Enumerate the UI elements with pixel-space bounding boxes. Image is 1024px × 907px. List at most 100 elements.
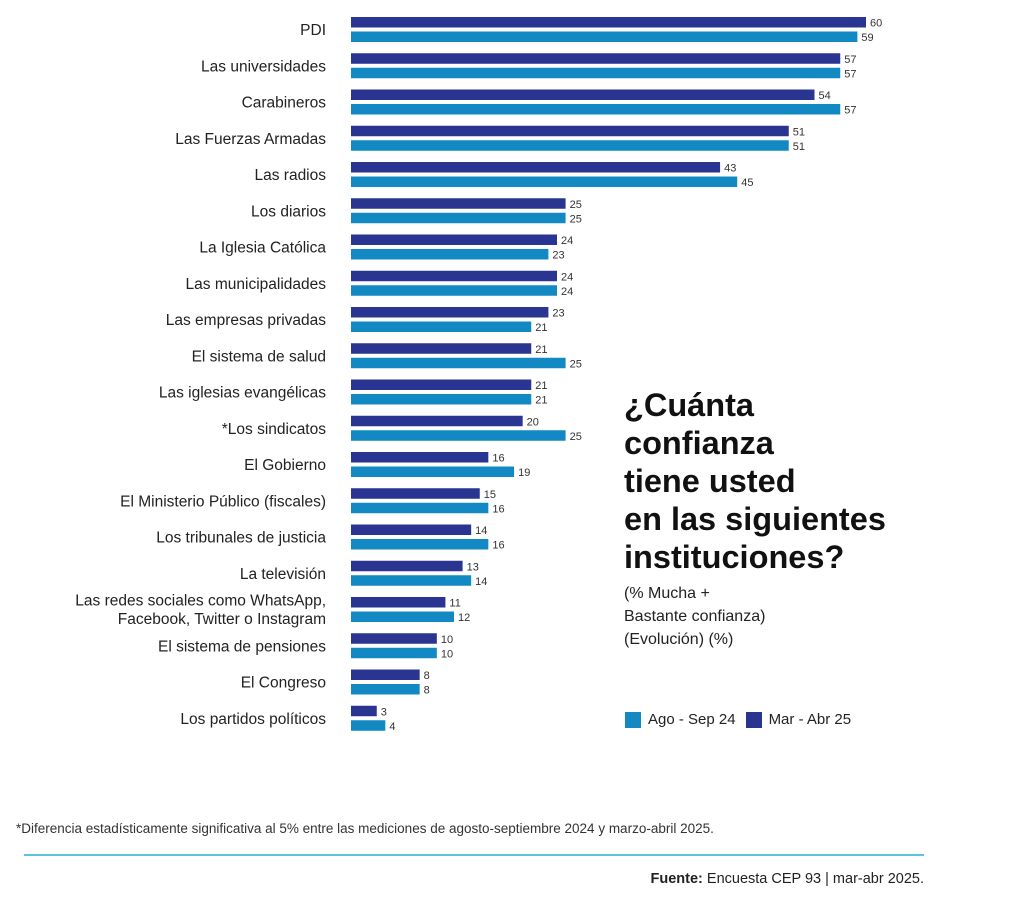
category-label: Las Fuerzas Armadas (175, 131, 326, 148)
bar-el-ministerio-publico-fiscales-ago-sep-24 (351, 502, 489, 514)
category-label: Las redes sociales como WhatsApp, Faceboo… (75, 593, 326, 629)
bar-las-universidades-mar-abr-25 (351, 53, 841, 64)
value-label-los-partidos-politicos-mar-abr-25: 3 (381, 706, 387, 718)
bar-las-municipalidades-mar-abr-25 (351, 270, 557, 282)
legend-label-mar-abr-25: Mar - Abr 25 (768, 711, 852, 728)
category-label: Los diarios (251, 203, 326, 220)
bar-el-sistema-de-pensiones-mar-abr-25 (351, 633, 437, 644)
chart-title: ¿Cuánta confianza tiene usted en las sig… (624, 387, 886, 575)
bar-el-sistema-de-salud-mar-abr-25 (351, 343, 532, 354)
chart-legend: Ago - Sep 24 Mar - Abr 25 (625, 711, 861, 728)
bar-las-redes-sociales-como-whatsapp-facebook-twitter-o-instagram-mar-abr-25 (351, 597, 446, 608)
category-label: *Los sindicatos (222, 421, 327, 438)
bar-los-diarios-mar-abr-25 (351, 198, 566, 209)
category-label: Las iglesias evangélicas (159, 385, 326, 402)
value-label-las-radios-ago-sep-24: 45 (741, 177, 753, 189)
value-label-las-iglesias-evangelicas-mar-abr-25: 21 (535, 380, 547, 392)
category-label: Las municipalidades (186, 276, 327, 293)
value-label-el-congreso-ago-sep-24: 8 (424, 685, 430, 697)
value-label-los-sindicatos-ago-sep-24: 25 (570, 431, 582, 443)
category-label: Los tribunales de justicia (156, 530, 326, 547)
value-label-las-universidades-mar-abr-25: 57 (844, 54, 856, 66)
value-label-las-empresas-privadas-ago-sep-24: 21 (535, 322, 547, 334)
value-label-el-gobierno-ago-sep-24: 19 (518, 467, 530, 479)
value-label-carabineros-mar-abr-25: 54 (819, 90, 831, 102)
bar-las-iglesias-evangelicas-ago-sep-24 (351, 394, 532, 405)
bar-las-empresas-privadas-mar-abr-25 (351, 307, 549, 318)
bar-las-fuerzas-armadas-ago-sep-24 (351, 140, 789, 151)
bar-el-congreso-mar-abr-25 (351, 669, 420, 680)
source-label: Fuente: (650, 871, 703, 887)
bar-carabineros-mar-abr-25 (351, 89, 815, 100)
source-text: Encuesta CEP 93 | mar-abr 2025. (702, 871, 924, 887)
bar-los-sindicatos-mar-abr-25 (351, 415, 523, 427)
bar-carabineros-ago-sep-24 (351, 104, 841, 115)
value-label-el-gobierno-mar-abr-25: 16 (492, 453, 504, 465)
legend-item-mar-abr-25: Mar - Abr 25 (745, 711, 852, 728)
value-label-los-sindicatos-mar-abr-25: 20 (527, 416, 539, 428)
bar-los-tribunales-de-justicia-mar-abr-25 (351, 524, 472, 535)
bar-los-diarios-ago-sep-24 (351, 212, 566, 224)
source-line: Fuente: Encuesta CEP 93 | mar-abr 2025. (651, 871, 924, 887)
category-label: El sistema de pensiones (158, 638, 326, 655)
footnote: *Diferencia estadísticamente significati… (16, 821, 714, 836)
legend-swatch-mar-abr-25 (745, 711, 762, 728)
value-label-los-diarios-mar-abr-25: 25 (570, 199, 582, 211)
bar-el-sistema-de-salud-ago-sep-24 (351, 357, 566, 369)
value-label-las-municipalidades-ago-sep-24: 24 (561, 286, 573, 298)
category-label: El Gobierno (244, 457, 326, 474)
value-label-el-sistema-de-pensiones-mar-abr-25: 10 (441, 634, 453, 646)
value-label-los-diarios-ago-sep-24: 25 (570, 213, 582, 225)
bar-las-fuerzas-armadas-mar-abr-25 (351, 125, 789, 137)
value-label-las-redes-sociales-como-whatsapp-facebook-twitter-o-instagram-mar-abr-25: 11 (449, 598, 460, 610)
value-label-los-tribunales-de-justicia-mar-abr-25: 14 (475, 525, 487, 537)
legend-label-ago-sep-24: Ago - Sep 24 (648, 711, 736, 728)
value-label-los-partidos-politicos-ago-sep-24: 4 (389, 721, 395, 733)
bar-la-television-ago-sep-24 (351, 575, 472, 586)
category-label: Los partidos políticos (180, 711, 326, 728)
bar-las-universidades-ago-sep-24 (351, 67, 841, 79)
category-label: La televisión (240, 566, 326, 583)
bar-las-redes-sociales-como-whatsapp-facebook-twitter-o-instagram-ago-sep-24 (351, 611, 454, 622)
value-label-el-ministerio-publico-fiscales-mar-abr-25: 15 (484, 489, 496, 501)
bar-el-sistema-de-pensiones-ago-sep-24 (351, 647, 437, 659)
bar-pdi-ago-sep-24 (351, 31, 858, 42)
category-label: El Ministerio Público (fiscales) (120, 493, 326, 510)
value-label-el-sistema-de-salud-mar-abr-25: 21 (535, 344, 547, 356)
value-label-la-iglesia-catolica-mar-abr-25: 24 (561, 235, 573, 247)
category-label: Carabineros (242, 95, 327, 112)
category-label: La Iglesia Católica (199, 240, 326, 257)
value-label-carabineros-ago-sep-24: 57 (844, 105, 856, 117)
value-label-las-redes-sociales-como-whatsapp-facebook-twitter-o-instagram-ago-sep-24: 12 (458, 612, 470, 624)
bar-las-radios-ago-sep-24 (351, 176, 738, 187)
value-label-las-fuerzas-armadas-ago-sep-24: 51 (793, 141, 805, 153)
bar-los-partidos-politicos-mar-abr-25 (351, 705, 377, 717)
chart-title-block: ¿Cuánta confianza tiene usted en las sig… (624, 386, 1004, 651)
value-label-el-congreso-mar-abr-25: 8 (424, 670, 430, 682)
bar-las-radios-mar-abr-25 (351, 162, 721, 173)
bar-los-tribunales-de-justicia-ago-sep-24 (351, 539, 489, 550)
bar-las-iglesias-evangelicas-mar-abr-25 (351, 379, 532, 390)
category-label: Las radios (254, 167, 326, 184)
value-label-el-sistema-de-pensiones-ago-sep-24: 10 (441, 648, 453, 660)
bar-los-partidos-politicos-ago-sep-24 (351, 720, 386, 731)
value-label-el-ministerio-publico-fiscales-ago-sep-24: 16 (492, 503, 504, 515)
value-label-la-television-mar-abr-25: 13 (467, 561, 479, 573)
value-label-las-municipalidades-mar-abr-25: 24 (561, 271, 573, 283)
value-label-las-iglesias-evangelicas-ago-sep-24: 21 (535, 395, 547, 407)
value-label-las-radios-mar-abr-25: 43 (724, 163, 736, 175)
category-label: Las empresas privadas (166, 312, 326, 329)
category-label: Las universidades (201, 58, 326, 75)
value-label-pdi-ago-sep-24: 59 (861, 32, 873, 44)
value-label-la-television-ago-sep-24: 14 (475, 576, 487, 588)
bar-las-empresas-privadas-ago-sep-24 (351, 321, 532, 332)
bar-la-iglesia-catolica-mar-abr-25 (351, 234, 557, 245)
legend-swatch-ago-sep-24 (625, 711, 641, 728)
bar-los-sindicatos-ago-sep-24 (351, 430, 566, 441)
legend-item-ago-sep-24: Ago - Sep 24 (625, 711, 736, 728)
value-label-las-universidades-ago-sep-24: 57 (844, 68, 856, 80)
chart-subtitle: (% Mucha + Bastante confianza) (Evolució… (624, 585, 766, 648)
value-label-los-tribunales-de-justicia-ago-sep-24: 16 (492, 540, 504, 552)
value-label-la-iglesia-catolica-ago-sep-24: 23 (552, 250, 564, 262)
bar-el-ministerio-publico-fiscales-mar-abr-25 (351, 488, 480, 499)
